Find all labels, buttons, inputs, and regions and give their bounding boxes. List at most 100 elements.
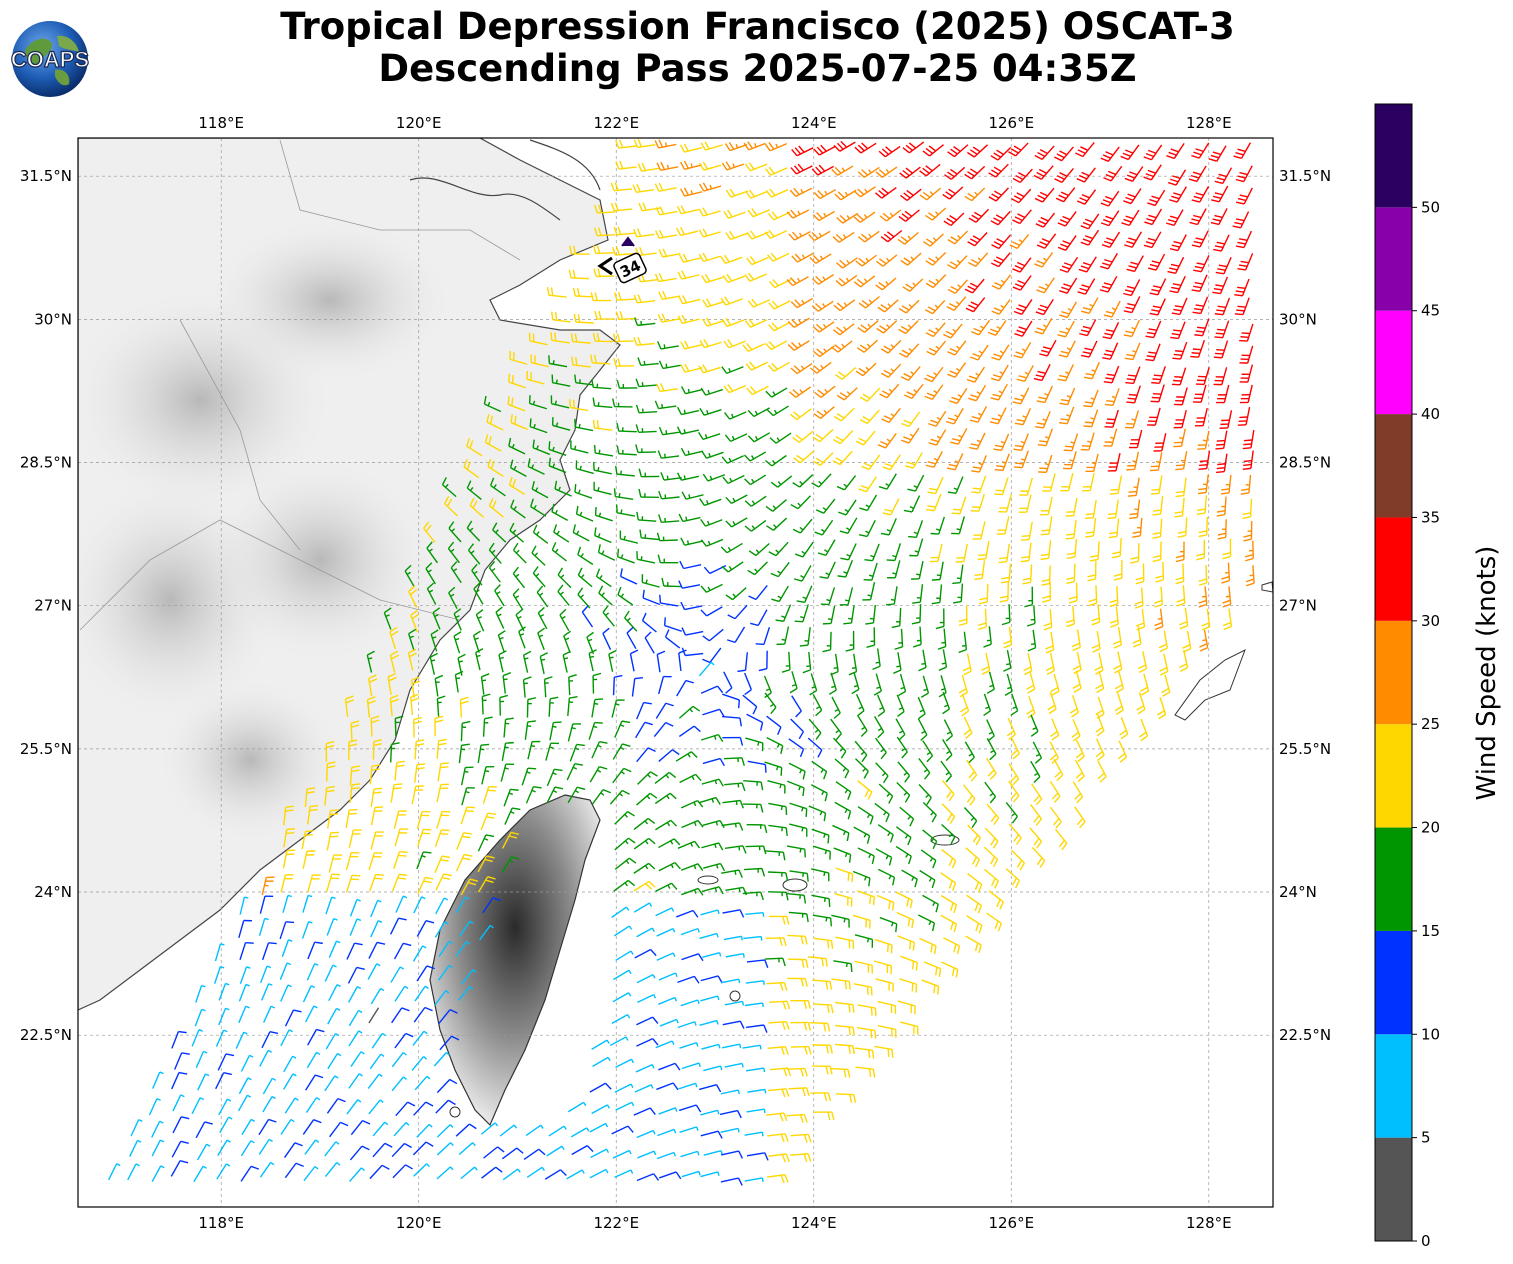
wind-barb xyxy=(466,438,483,457)
wind-barb xyxy=(307,941,323,960)
wind-barb xyxy=(764,761,783,776)
wind-barb xyxy=(261,942,277,961)
wind-barb xyxy=(1038,454,1053,474)
wind-barb xyxy=(263,1005,276,1023)
wind-barb xyxy=(614,857,637,870)
wind-barb xyxy=(1031,783,1043,806)
wind-barb xyxy=(1066,563,1076,585)
wind-barb xyxy=(769,1000,791,1010)
wind-barb xyxy=(1087,560,1097,582)
wind-barb xyxy=(349,918,362,936)
wind-barb xyxy=(1049,780,1061,803)
wind-barb xyxy=(218,982,230,1001)
wind-barb xyxy=(745,361,768,371)
wind-barb xyxy=(1043,609,1053,631)
wind-barb xyxy=(966,894,982,914)
wind-barb xyxy=(1057,364,1074,382)
wind-barb xyxy=(1242,498,1253,520)
wind-barb xyxy=(1003,626,1013,649)
wind-barb xyxy=(1109,585,1119,608)
wind-barb xyxy=(768,541,789,557)
wind-barb xyxy=(698,364,721,374)
wind-barb xyxy=(655,702,674,719)
wind-barb xyxy=(965,935,982,954)
wind-barb xyxy=(1216,384,1230,404)
wind-barb xyxy=(327,1007,341,1025)
wind-barb xyxy=(1013,341,1032,359)
wind-barb xyxy=(390,742,400,763)
wind-barb xyxy=(504,807,521,825)
wind-barb xyxy=(1175,563,1185,585)
wind-barb xyxy=(810,784,828,802)
wind-barb xyxy=(262,1095,276,1113)
wind-barb xyxy=(1103,165,1123,182)
wind-barb xyxy=(416,851,432,870)
wind-barb xyxy=(509,350,528,365)
wind-barb xyxy=(681,1062,701,1070)
wind-barb xyxy=(830,1067,851,1078)
wind-barb xyxy=(853,186,876,198)
wind-barb xyxy=(970,493,986,512)
wind-barb xyxy=(965,847,981,868)
wind-barb xyxy=(610,182,633,192)
wind-barb xyxy=(1034,187,1055,203)
wind-barb xyxy=(700,1130,723,1139)
wind-barb xyxy=(531,545,546,566)
wind-barb xyxy=(1022,564,1033,585)
wind-barb xyxy=(831,340,853,353)
wind-barb xyxy=(612,398,633,408)
wind-barb xyxy=(171,1030,187,1049)
wind-barb xyxy=(389,650,400,673)
wind-barb xyxy=(721,561,744,573)
wind-barb xyxy=(595,568,612,588)
wind-barb xyxy=(811,274,834,285)
wind-barb xyxy=(1197,430,1210,450)
wind-barb xyxy=(946,296,967,311)
wind-barb xyxy=(787,317,810,328)
wind-barb xyxy=(748,584,768,601)
colorbar-bin xyxy=(1375,414,1412,518)
wind-barb xyxy=(977,540,990,561)
wind-barb xyxy=(1222,608,1233,631)
wind-barb xyxy=(551,311,571,323)
wind-barb xyxy=(834,801,852,820)
wind-barb xyxy=(676,426,699,435)
wind-barb xyxy=(917,696,926,720)
wind-barb xyxy=(855,758,869,779)
wind-barb xyxy=(767,252,790,262)
wind-barb xyxy=(788,738,805,758)
wind-barb xyxy=(876,694,886,717)
wind-barb xyxy=(656,650,666,673)
wind-barb xyxy=(935,608,945,630)
wind-barb xyxy=(262,1077,277,1095)
wind-barb xyxy=(577,587,591,609)
wind-barb xyxy=(966,915,983,934)
wind-barb xyxy=(1166,209,1184,227)
wind-barb xyxy=(678,725,701,738)
wind-barb xyxy=(393,851,408,869)
wind-barb xyxy=(1129,499,1141,520)
wind-barb xyxy=(922,894,939,913)
wind-barb xyxy=(501,741,514,761)
wind-barb xyxy=(632,183,655,193)
wind-barb xyxy=(765,499,787,512)
wind-barb xyxy=(791,695,802,718)
coaps-logo: COAPS xyxy=(11,21,89,97)
wind-barb xyxy=(575,505,594,522)
wind-barb xyxy=(614,837,636,851)
wind-barb xyxy=(655,1040,675,1049)
wind-barb xyxy=(811,300,834,312)
wind-barb xyxy=(633,139,656,149)
wind-barb xyxy=(943,719,954,742)
wind-barb xyxy=(767,1046,789,1056)
wind-barb xyxy=(591,379,612,390)
wind-barb xyxy=(833,737,847,759)
wind-barb xyxy=(218,1098,232,1116)
wind-barb xyxy=(656,1151,676,1160)
wind-barb xyxy=(656,532,678,542)
wind-barb xyxy=(567,723,582,742)
wind-barb xyxy=(572,524,590,542)
wind-barb xyxy=(874,737,887,760)
wind-barb xyxy=(745,1024,768,1033)
wind-barb xyxy=(722,909,745,918)
